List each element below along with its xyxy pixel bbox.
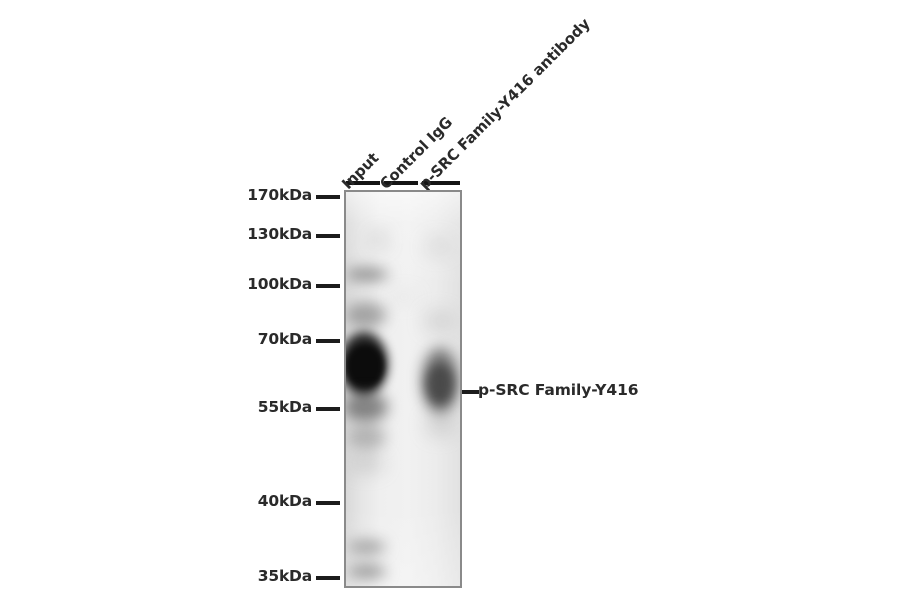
- mw-dash-55: [316, 407, 340, 411]
- lane-bar-input: [346, 181, 380, 185]
- band-input-35: [348, 564, 386, 579]
- band-input-main-core: [346, 344, 384, 388]
- band-ab-trailing: [426, 414, 454, 436]
- band-input-46: [348, 424, 386, 450]
- band-ab-100: [426, 238, 450, 254]
- lane-bar-control-igg: [384, 181, 418, 185]
- mw-dash-70: [316, 339, 340, 343]
- band-input-42: [350, 454, 384, 472]
- mw-label-55: 55kDa: [257, 398, 312, 416]
- mw-dash-130: [316, 234, 340, 238]
- mw-label-100: 100kDa: [247, 275, 312, 293]
- band-input-100: [346, 268, 388, 281]
- target-band-label: p-SRC Family-Y416: [478, 381, 639, 399]
- mw-dash-35: [316, 576, 340, 580]
- mw-label-170: 170kDa: [247, 186, 312, 204]
- mw-dash-100: [316, 284, 340, 288]
- band-ab-main-core: [426, 364, 454, 404]
- mw-label-70: 70kDa: [257, 330, 312, 348]
- band-ab-75: [424, 310, 454, 332]
- gel-membrane: [344, 190, 462, 588]
- band-input-130: [372, 232, 386, 248]
- lane-label-input: Input: [338, 148, 383, 193]
- mw-label-35: 35kDa: [257, 567, 312, 585]
- band-input-50: [346, 392, 388, 422]
- band-control-igg-empty: [390, 292, 418, 302]
- mw-label-40: 40kDa: [257, 492, 312, 510]
- mw-dash-40: [316, 501, 340, 505]
- mw-label-130: 130kDa: [247, 225, 312, 243]
- lane-label-antibody: p-SRC Family-Y416 antibody: [415, 14, 594, 193]
- lane-bar-antibody: [422, 181, 460, 185]
- target-band-pointer-icon: [462, 390, 479, 394]
- band-input-37: [348, 540, 386, 554]
- band-input-75: [346, 302, 386, 328]
- mw-dash-170: [316, 195, 340, 199]
